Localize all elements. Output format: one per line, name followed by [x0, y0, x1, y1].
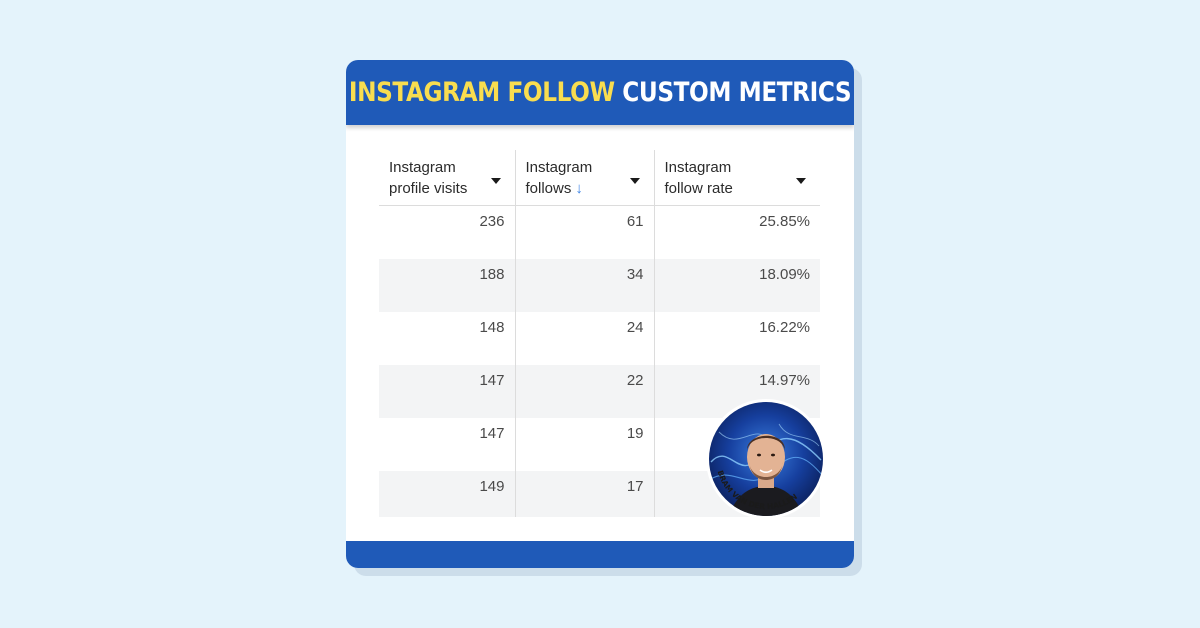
table-row: 148 24 16.22% — [379, 311, 820, 365]
title-highlight: INSTAGRAM FOLLOW — [348, 77, 615, 108]
column-header-line2: follow rate — [664, 179, 733, 197]
card-title: INSTAGRAM FOLLOW CUSTOM METRICS — [348, 77, 852, 108]
author-name: BRAM VAN DER HALLEN — [716, 469, 799, 511]
sort-descending-icon[interactable]: ↓ — [575, 179, 583, 197]
author-avatar: BRAM VAN DER HALLEN — [706, 399, 826, 519]
column-header-profile-visits[interactable]: Instagram profile visits — [379, 150, 515, 206]
title-rest: CUSTOM METRICS — [614, 77, 852, 108]
author-portrait-icon — [709, 402, 823, 516]
cell-follow-rate: 18.09% — [653, 258, 820, 312]
table-row: 236 61 25.85% — [379, 205, 820, 259]
column-header-follows[interactable]: Instagram follows ↓ — [514, 150, 654, 206]
cell-follows: 22 — [514, 364, 654, 418]
column-header-line2: profile visits — [389, 179, 468, 197]
cell-follows: 61 — [514, 205, 654, 259]
card-footer — [346, 541, 854, 568]
cell-profile-visits: 149 — [379, 470, 515, 517]
cell-follow-rate: 25.85% — [653, 205, 820, 259]
metrics-card: INSTAGRAM FOLLOW CUSTOM METRICS Instagra… — [346, 60, 854, 568]
cell-profile-visits: 236 — [479, 213, 505, 230]
cell-profile-visits: 188 — [379, 258, 515, 312]
column-header-line1: Instagram — [664, 158, 732, 176]
caret-down-icon[interactable] — [629, 178, 640, 184]
cell-follows: 17 — [514, 470, 654, 517]
cell-follows: 19 — [514, 417, 654, 471]
svg-text:BRAM VAN DER HALLEN: BRAM VAN DER HALLEN — [716, 469, 799, 511]
caret-down-icon[interactable] — [796, 178, 806, 184]
cell-profile-visits: 147 — [479, 424, 505, 442]
column-header-line1: Instagram — [389, 158, 456, 176]
cell-follows: 34 — [514, 258, 654, 312]
column-header-line1: Instagram — [525, 158, 593, 176]
table-header-row: Instagram profile visits Instagram follo… — [379, 150, 820, 206]
cell-follow-rate: 16.22% — [653, 311, 820, 365]
cell-follows: 24 — [514, 311, 654, 365]
caret-down-icon[interactable] — [490, 178, 501, 184]
author-name-label: BRAM VAN DER HALLEN — [716, 469, 799, 511]
column-header-follow-rate[interactable]: Instagram follow rate — [653, 150, 820, 206]
cell-profile-visits: 147 — [379, 364, 515, 418]
cell-profile-visits: 148 — [479, 318, 505, 336]
column-header-line2: follows — [525, 179, 572, 197]
table-row: 188 34 18.09% — [379, 258, 820, 312]
card-header: INSTAGRAM FOLLOW CUSTOM METRICS — [346, 60, 854, 125]
